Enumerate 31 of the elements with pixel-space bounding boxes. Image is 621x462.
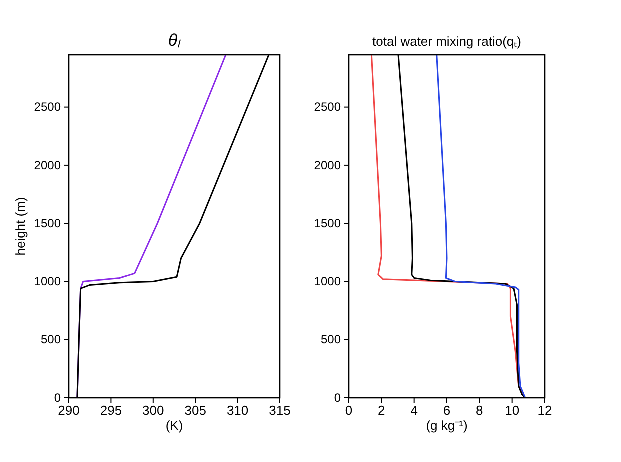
x-tick-label: 6 xyxy=(443,403,451,418)
x-tick-label: 305 xyxy=(184,403,206,418)
chart-title: total water mixing ratio(qₜ) xyxy=(372,34,522,49)
y-tick-label: 500 xyxy=(40,332,62,347)
x-tick-label: 315 xyxy=(269,403,291,418)
y-axis-title: height (m) xyxy=(13,197,28,256)
x-tick-label: 290 xyxy=(58,403,80,418)
y-tick-label: 2000 xyxy=(34,158,62,172)
line-series xyxy=(436,55,526,398)
x-axis-title: (g kg⁻¹) xyxy=(426,418,468,433)
x-tick-label: 300 xyxy=(142,403,164,418)
x-tick-label: 295 xyxy=(100,403,122,418)
y-tick-label: 1000 xyxy=(314,274,342,289)
y-tick-label: 1500 xyxy=(34,216,62,230)
y-tick-label: 500 xyxy=(320,332,342,347)
chart-title: θₗ xyxy=(168,31,182,50)
y-tick-label: 2500 xyxy=(34,100,62,114)
y-tick-label: 2000 xyxy=(314,158,342,172)
x-tick-label: 310 xyxy=(226,403,249,418)
y-tick-label: 1500 xyxy=(314,216,342,230)
x-axis-title: (K) xyxy=(166,418,184,433)
x-tick-label: 2 xyxy=(378,403,386,418)
x-tick-label: 12 xyxy=(538,403,552,418)
x-tick-label: 8 xyxy=(476,403,484,418)
x-tick-label: 10 xyxy=(505,403,520,418)
y-tick-label: 1000 xyxy=(34,274,62,289)
y-tick-label: 2500 xyxy=(314,100,342,114)
y-tick-label: 0 xyxy=(54,390,62,405)
y-tick-label: 0 xyxy=(334,390,342,405)
x-tick-label: 0 xyxy=(345,403,353,418)
x-tick-label: 4 xyxy=(410,403,418,418)
